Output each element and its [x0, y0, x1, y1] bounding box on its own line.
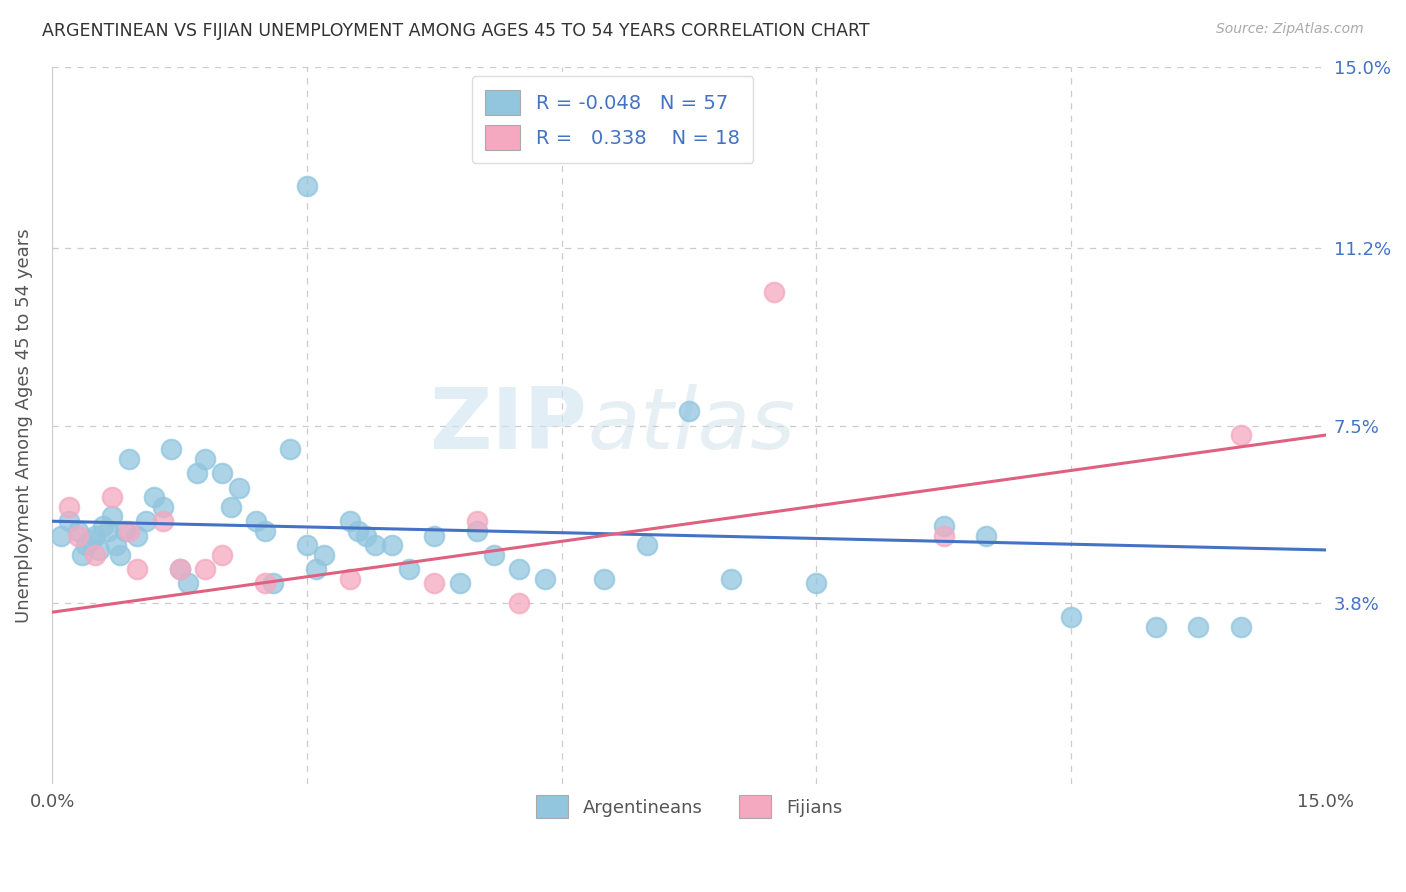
Point [932, 528, 955, 542]
Point [339, 514, 361, 528]
Point [83, 548, 105, 562]
Point [97, 524, 120, 538]
Point [1060, 610, 1083, 624]
Point [186, 467, 208, 481]
Point [482, 548, 505, 562]
Point [449, 576, 471, 591]
Point [253, 576, 276, 591]
Point [101, 509, 124, 524]
Point [93, 519, 115, 533]
Point [304, 562, 326, 576]
Point [211, 548, 233, 562]
Point [89, 543, 111, 558]
Point [278, 442, 301, 457]
Point [194, 452, 217, 467]
Text: atlas: atlas [588, 384, 796, 467]
Point [762, 285, 785, 299]
Point [101, 491, 124, 505]
Point [75, 538, 97, 552]
Point [70, 548, 93, 562]
Point [49, 528, 72, 542]
Point [211, 467, 233, 481]
Point [295, 538, 318, 552]
Y-axis label: Unemployment Among Ages 45 to 54 years: Unemployment Among Ages 45 to 54 years [15, 228, 32, 623]
Point [423, 528, 446, 542]
Point [143, 491, 166, 505]
Point [508, 596, 530, 610]
Point [508, 562, 530, 576]
Point [398, 562, 420, 576]
Point [66, 528, 89, 542]
Point [678, 404, 700, 418]
Point [118, 452, 141, 467]
Point [465, 514, 488, 528]
Point [169, 562, 191, 576]
Point [593, 572, 616, 586]
Point [66, 524, 89, 538]
Point [312, 548, 335, 562]
Point [356, 528, 378, 542]
Point [152, 500, 174, 514]
Text: ARGENTINEAN VS FIJIAN UNEMPLOYMENT AMONG AGES 45 TO 54 YEARS CORRELATION CHART: ARGENTINEAN VS FIJIAN UNEMPLOYMENT AMONG… [42, 22, 870, 40]
Point [423, 576, 446, 591]
Point [720, 572, 742, 586]
Point [533, 572, 555, 586]
Point [110, 548, 132, 562]
Point [177, 576, 200, 591]
Point [1144, 619, 1167, 633]
Point [105, 538, 128, 552]
Point [1229, 619, 1251, 633]
Point [228, 481, 250, 495]
Text: Source: ZipAtlas.com: Source: ZipAtlas.com [1216, 22, 1364, 37]
Point [118, 524, 141, 538]
Point [295, 179, 318, 194]
Point [381, 538, 404, 552]
Point [114, 524, 136, 538]
Point [364, 538, 387, 552]
Point [253, 524, 276, 538]
Point [636, 538, 658, 552]
Point [347, 524, 370, 538]
Point [58, 500, 80, 514]
Point [974, 528, 997, 542]
Point [465, 524, 488, 538]
Point [932, 519, 955, 533]
Point [169, 562, 191, 576]
Point [160, 442, 183, 457]
Legend: Argentineans, Fijians: Argentineans, Fijians [529, 788, 849, 826]
Point [339, 572, 361, 586]
Point [245, 514, 267, 528]
Point [152, 514, 174, 528]
Text: ZIP: ZIP [429, 384, 588, 467]
Point [262, 576, 284, 591]
Point [219, 500, 242, 514]
Point [58, 514, 80, 528]
Point [806, 576, 828, 591]
Point [194, 562, 217, 576]
Point [127, 528, 149, 542]
Point [135, 514, 157, 528]
Point [127, 562, 149, 576]
Point [1229, 428, 1251, 442]
Point [83, 528, 105, 542]
Point [1187, 619, 1209, 633]
Point [79, 533, 101, 548]
